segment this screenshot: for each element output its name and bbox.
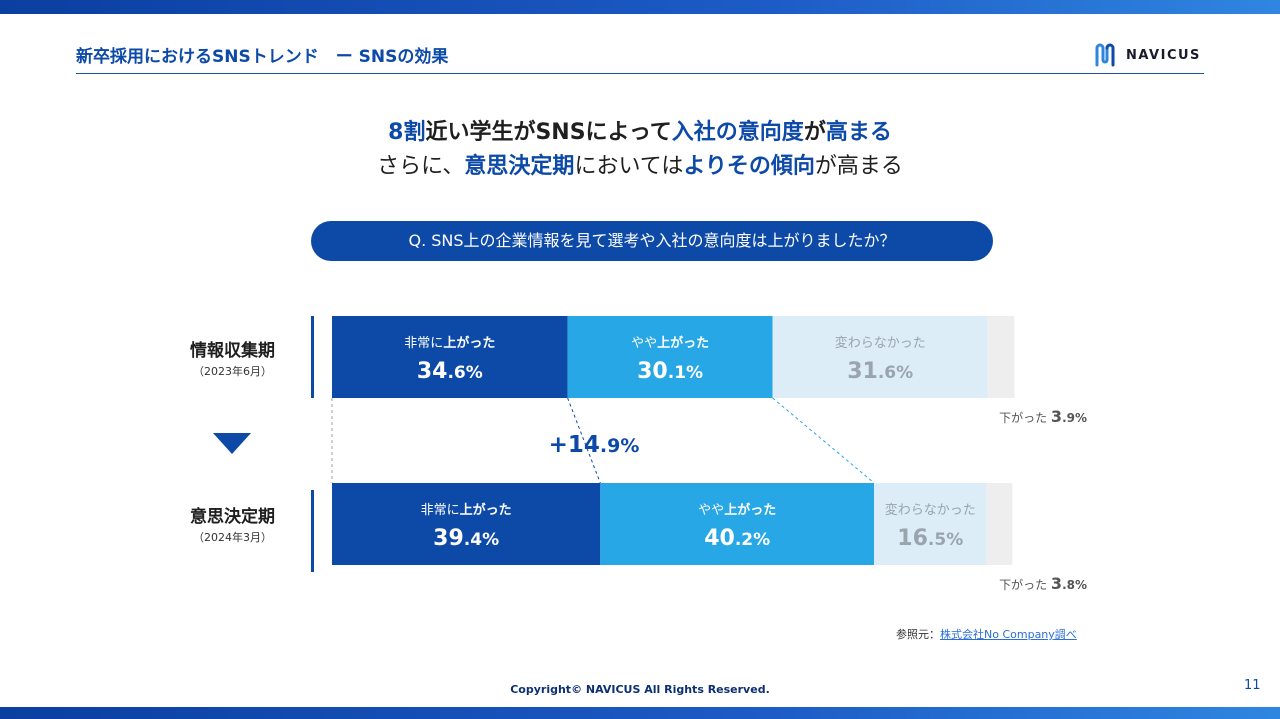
segment-category-label: やや上がった xyxy=(631,335,709,351)
segment-value-label: 34.6% xyxy=(417,359,483,384)
segment-value-label: 39.4% xyxy=(433,526,499,551)
row-label-date: （2023年6月） xyxy=(193,365,272,378)
bottom-accent-bar xyxy=(0,707,1280,719)
source-prefix: 参照元： xyxy=(896,628,940,641)
header-divider xyxy=(76,73,1204,74)
row-label-decision: 意思決定期 （2024年3月） xyxy=(150,502,315,545)
segment-category-label: 非常に上がった xyxy=(421,502,512,518)
row-label-main: 情報収集期 xyxy=(190,341,275,361)
bar-segment-slightly-increased xyxy=(600,483,875,565)
segment-value-label: 40.2% xyxy=(704,526,770,551)
bar-segment-very-increased xyxy=(332,316,568,398)
headline-1-segment: 近い学生がSNSによって xyxy=(425,120,672,145)
row-divider xyxy=(311,316,314,398)
headline-2-segment: よりその傾向 xyxy=(683,154,815,179)
decreased-label: 下がった 3.9% xyxy=(999,407,1087,426)
headline-line-2: さらに、意思決定期においてはよりその傾向が高まる xyxy=(0,148,1280,180)
segment-category-label: やや上がった xyxy=(698,502,776,518)
bar-segment-unchanged xyxy=(772,316,988,398)
source-note: 参照元：株式会社No Company調べ xyxy=(896,626,1077,642)
row-label-date: （2024年3月） xyxy=(193,531,272,544)
question-pill: Q. SNS上の企業情報を見て選考や入社の意向度は上がりましたか？ xyxy=(311,221,993,261)
headline-1-segment: が xyxy=(803,120,826,145)
row-label-main: 意思決定期 xyxy=(190,507,275,527)
bar-segment-slightly-increased xyxy=(567,316,773,398)
headline-line-1: 8割近い学生がSNSによって入社の意向度が高まる xyxy=(0,114,1280,146)
logo-text: NAVICUS xyxy=(1126,47,1201,63)
page-title: 新卒採用におけるSNSトレンド ー SNSの効果 xyxy=(76,47,449,67)
bar-segment-decreased xyxy=(986,483,1013,565)
connector-line xyxy=(772,397,875,484)
page-number: 11 xyxy=(1244,678,1261,693)
decreased-label: 下がった 3.8% xyxy=(999,574,1087,593)
row-divider xyxy=(311,490,314,572)
delta-label: +14.9% xyxy=(549,432,640,458)
segment-category-label: 変わらなかった xyxy=(835,335,926,351)
top-accent-bar xyxy=(0,0,1280,14)
headline-2-segment: が高まる xyxy=(814,154,903,179)
row-label-collection: 情報収集期 （2023年6月） xyxy=(150,336,315,379)
segment-value-label: 30.1% xyxy=(637,359,703,384)
segment-value-label: 31.6% xyxy=(847,359,913,384)
source-link[interactable]: 株式会社No Company調べ xyxy=(940,628,1077,641)
down-arrow-icon xyxy=(213,433,251,454)
navicus-logo-icon xyxy=(1095,43,1115,67)
segment-category-label: 非常に上がった xyxy=(404,335,495,351)
bar-segment-unchanged xyxy=(874,483,987,565)
headline-2-segment: においては xyxy=(574,154,684,179)
headline-2-segment: さらに、 xyxy=(377,154,465,179)
bar-segment-decreased xyxy=(987,316,1015,398)
headline-1-segment: 高まる xyxy=(825,120,892,145)
segment-category-label: 変わらなかった xyxy=(885,502,976,518)
headline-2-segment: 意思決定期 xyxy=(464,154,575,179)
copyright: Copyright© NAVICUS All Rights Reserved. xyxy=(510,683,770,696)
bar-segment-very-increased xyxy=(332,483,601,565)
segment-value-label: 16.5% xyxy=(897,526,963,551)
headline-1-segment: 入社の意向度 xyxy=(671,120,804,145)
brand-logo: NAVICUS xyxy=(1094,42,1201,68)
headline-1-segment: 8割 xyxy=(388,120,426,145)
